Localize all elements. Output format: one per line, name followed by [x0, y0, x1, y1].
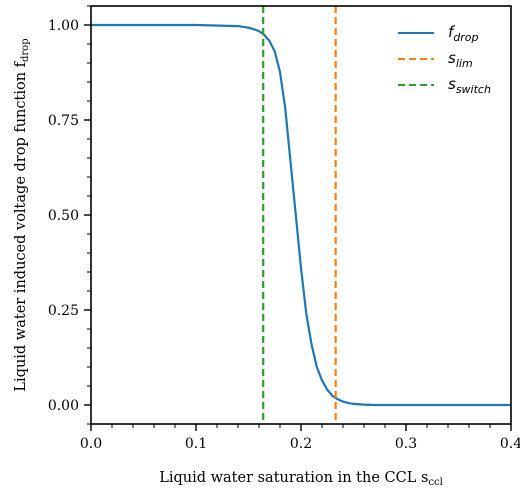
y-tick-label-2: 0.50: [48, 208, 79, 224]
legend-label-f-drop: fdrop: [448, 23, 479, 44]
legend-entry-s-lim: slim: [398, 49, 473, 70]
series-line-f-drop: [91, 23, 511, 407]
x-tick-label-3: 0.3: [395, 436, 417, 452]
y-tick-label-1: 0.25: [48, 303, 79, 319]
tick-labels: 0.0 0.1 0.2 0.3 0.4 0.00 0.25 0.50 0.75 1.00: [48, 18, 520, 452]
y-axis-label-sub: drop: [20, 38, 31, 62]
y-tick-label-0: 0.00: [48, 398, 79, 414]
x-axis-label-main: Liquid water saturation in the CCL s: [159, 470, 428, 486]
x-tick-label-4: 0.4: [500, 436, 520, 452]
x-axis-label: Liquid water saturation in the CCL sccl: [159, 470, 443, 488]
x-tick-label-2: 0.2: [290, 436, 312, 452]
x-axis-label-sub: ccl: [428, 477, 442, 488]
series-layer: [91, 6, 511, 424]
legend-label-s-lim: slim: [448, 49, 473, 70]
legend-entry-s-switch: sswitch: [398, 75, 491, 96]
plot-frame: [90, 5, 512, 425]
legend-label-s-switch: sswitch: [448, 75, 491, 96]
legend: fdrop slim sswitch: [398, 23, 491, 96]
y-tick-label-3: 0.75: [48, 113, 79, 129]
legend-entry-f-drop: fdrop: [398, 23, 479, 44]
y-axis-label-main: Liquid water induced voltage drop functi…: [13, 60, 29, 391]
ticks: [84, 5, 512, 431]
y-tick-label-4: 1.00: [48, 18, 79, 34]
y-axis-label: Liquid water induced voltage drop functi…: [13, 38, 31, 391]
x-tick-label-1: 0.1: [185, 436, 207, 452]
x-tick-label-0: 0.0: [80, 436, 102, 452]
